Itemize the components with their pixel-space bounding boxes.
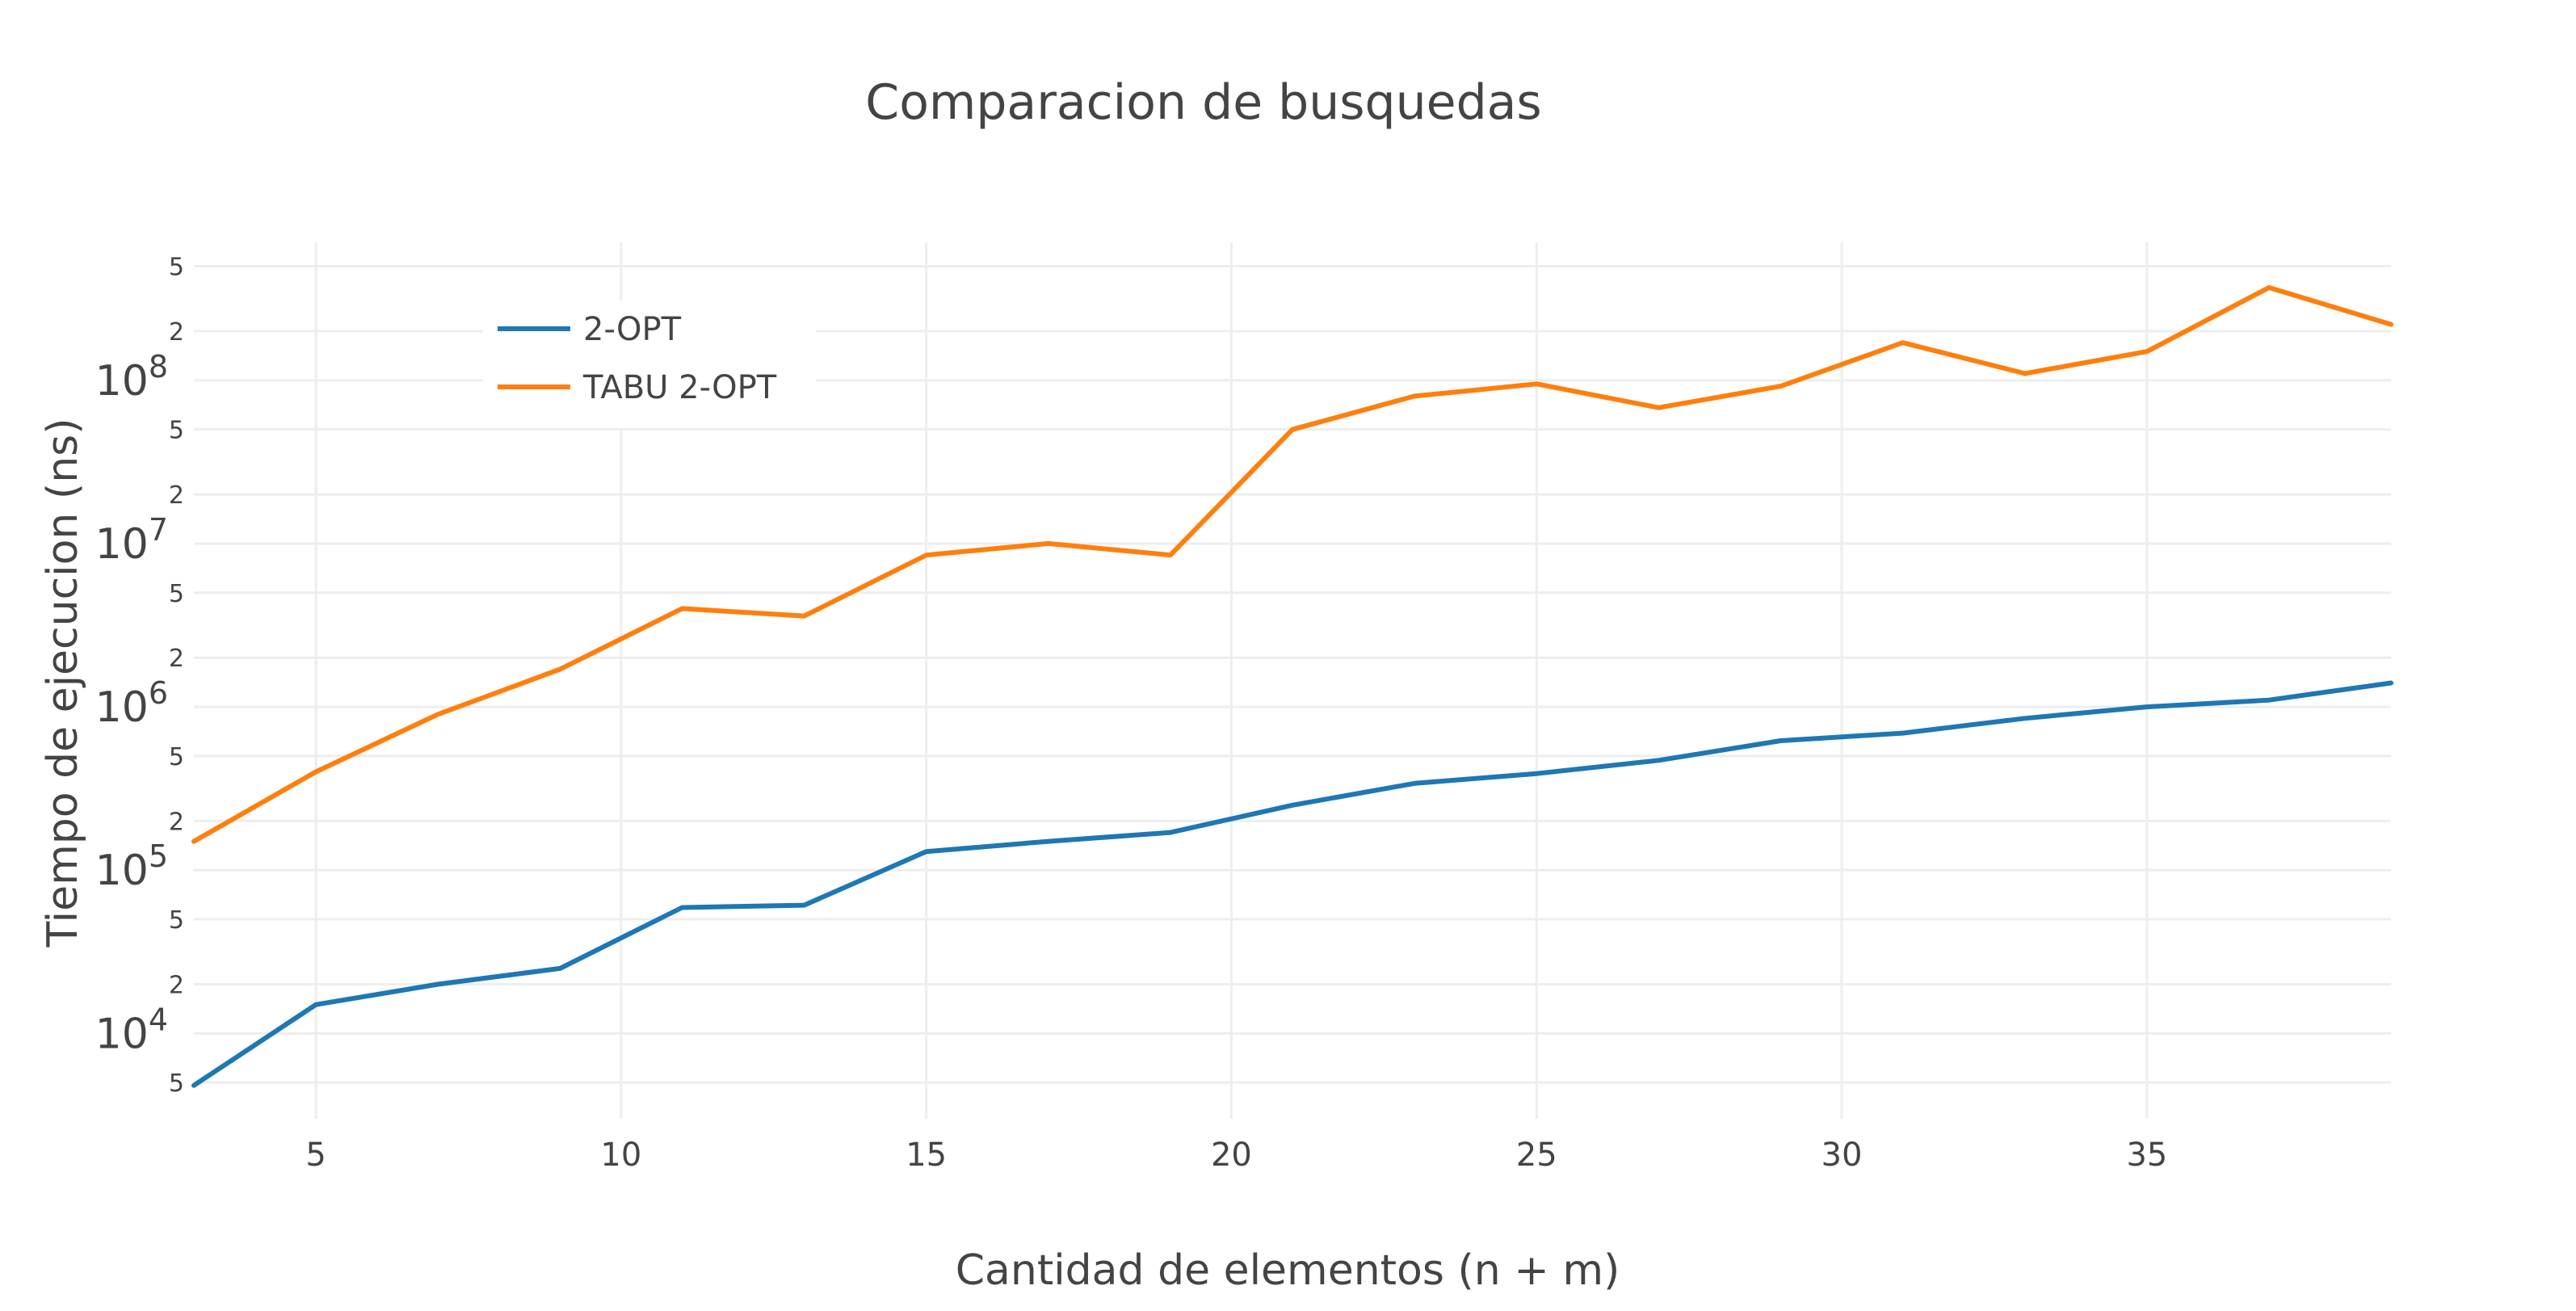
y-minor-tick-label: 2 (169, 808, 184, 836)
y-minor-tick-label: 2 (169, 318, 184, 347)
legend-label: 2-OPT (583, 311, 682, 348)
y-major-tick-label: 107 (95, 512, 168, 569)
y-major-tick-label: 104 (95, 1002, 168, 1058)
y-minor-tick-label: 2 (169, 971, 184, 999)
x-tick-label: 20 (1211, 1137, 1252, 1174)
legend: 2-OPT TABU 2-OPT (483, 300, 816, 428)
x-tick-label: 15 (906, 1137, 947, 1174)
y-minor-tick-label: 5 (169, 254, 184, 282)
y-minor-tick-label: 5 (169, 743, 184, 771)
y-minor-tick-label: 5 (169, 1069, 184, 1098)
x-axis-ticks: 5 10 15 20 25 30 35 (305, 1137, 2167, 1174)
y-major-tick-label: 105 (95, 838, 168, 895)
grid (194, 242, 2391, 1119)
y-major-tick-label: 108 (95, 349, 168, 405)
series-lines (191, 285, 2393, 1088)
x-tick-label: 30 (1822, 1137, 1863, 1174)
y-minor-tick-label: 2 (169, 481, 184, 510)
y-minor-tick-label: 5 (169, 580, 184, 608)
x-tick-label: 10 (600, 1137, 641, 1174)
x-axis-title: Cantidad de elementos (n + m) (956, 1246, 1620, 1295)
chart-title: Comparacion de busquedas (865, 74, 1541, 131)
y-minor-tick-label: 2 (169, 645, 184, 673)
y-minor-tick-label: 5 (169, 906, 184, 935)
y-minor-tick-label: 5 (169, 417, 184, 445)
legend-label: TABU 2-OPT (582, 369, 777, 406)
series-line-tabu-two-opt (191, 285, 2393, 844)
legend-background (483, 300, 816, 428)
x-tick-label: 5 (305, 1137, 326, 1174)
y-major-tick-label: 106 (95, 675, 168, 732)
x-tick-label: 35 (2126, 1137, 2167, 1174)
series-line-two-opt (191, 680, 2393, 1088)
y-axis-title: Tiempo de ejecucion (ns) (39, 418, 87, 948)
x-tick-label: 25 (1516, 1137, 1557, 1174)
